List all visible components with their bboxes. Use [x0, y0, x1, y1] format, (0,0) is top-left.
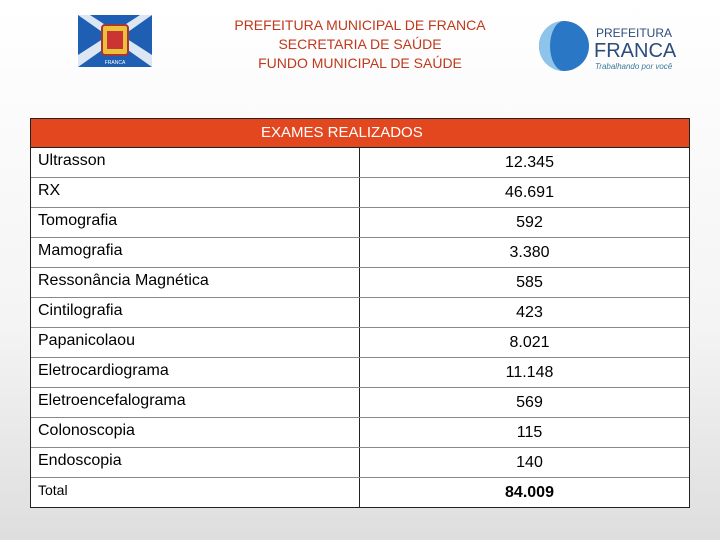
exam-name: Ressonância Magnética — [31, 268, 360, 297]
table-row: Papanicolaou 8.021 — [31, 328, 689, 358]
exam-count: 11.148 — [505, 364, 554, 381]
header: PREFEITURA MUNICIPAL DE FRANCA SECRETARI… — [200, 16, 520, 73]
table-row: Total 84.009 — [31, 478, 689, 507]
header-line: FUNDO MUNICIPAL DE SAÚDE — [258, 55, 462, 71]
exam-count: 12.345 — [505, 154, 554, 171]
exam-name: RX — [31, 178, 360, 207]
table-row: Cintilografia 423 — [31, 298, 689, 328]
table-title: EXAMES REALIZADOS — [31, 119, 689, 148]
logo-name: FRANCA — [594, 40, 677, 62]
exam-count: 592 — [516, 214, 543, 231]
exam-count: 569 — [516, 394, 543, 411]
exam-count: 140 — [516, 454, 543, 471]
exam-name: Papanicolaou — [31, 328, 360, 357]
exam-count: 115 — [516, 424, 543, 441]
exam-count: 3.380 — [509, 244, 550, 261]
logo-left-label: FRANCA — [105, 60, 126, 66]
table-row: Colonoscopia 115 — [31, 418, 689, 448]
logo-slogan: Trabalhando por você — [595, 62, 673, 71]
exam-count: 8.021 — [509, 334, 550, 351]
exam-count: 585 — [516, 274, 543, 291]
exam-name: Cintilografia — [31, 298, 360, 327]
table: EXAMES REALIZADOS Ultrasson 12.345 RX 46.69… — [30, 118, 690, 508]
table-row: Ultrasson 12.345 — [31, 148, 689, 178]
header-line: PREFEITURA MUNICIPAL DE FRANCA — [234, 17, 486, 33]
logo-left: FRANCA — [78, 15, 152, 67]
exam-name: Total — [31, 478, 360, 507]
table-body: Ultrasson 12.345 RX 46.691 Tomografia 592 Mamo… — [31, 148, 689, 507]
table-row: Ressonância Magnética 585 — [31, 268, 689, 298]
exam-name: Colonoscopia — [31, 418, 360, 447]
logo-right: PREFEITURA FRANCA Trabalhando por você — [539, 21, 677, 71]
table-row: Endoscopia 140 — [31, 448, 689, 478]
exam-name: Mamografia — [31, 238, 360, 267]
table-row: Tomografia 592 — [31, 208, 689, 238]
exam-name: Endoscopia — [31, 448, 360, 477]
exam-count: 423 — [516, 304, 543, 321]
exam-name: Ultrasson — [31, 148, 360, 177]
table-row: Mamografia 3.380 — [31, 238, 689, 268]
exam-count: 84.009 — [505, 484, 554, 501]
header-line: SECRETARIA DE SAÚDE — [278, 36, 442, 52]
exam-count: 46.691 — [505, 184, 554, 201]
logo-top: PREFEITURA — [596, 26, 672, 40]
table-row: Eletroencefalograma 569 — [31, 388, 689, 418]
table-row: RX 46.691 — [31, 178, 689, 208]
table-row: Eletrocardiograma 11.148 — [31, 358, 689, 388]
exam-name: Eletrocardiograma — [31, 358, 360, 387]
exam-name: Eletroencefalograma — [31, 388, 360, 417]
exam-name: Tomografia — [31, 208, 360, 237]
